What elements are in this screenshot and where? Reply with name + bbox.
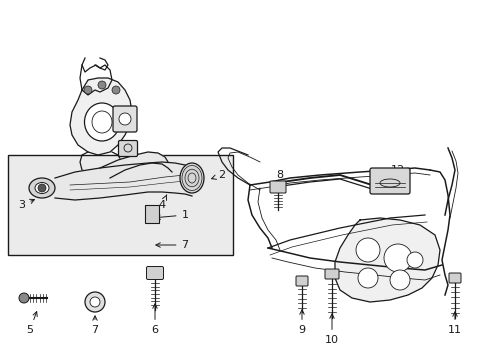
Circle shape bbox=[84, 86, 92, 94]
Polygon shape bbox=[100, 152, 172, 178]
Circle shape bbox=[383, 244, 411, 272]
Ellipse shape bbox=[29, 178, 55, 198]
Bar bbox=[8, 155, 232, 255]
FancyBboxPatch shape bbox=[448, 273, 460, 283]
Text: 6: 6 bbox=[151, 304, 158, 335]
FancyBboxPatch shape bbox=[325, 269, 338, 279]
Text: 8: 8 bbox=[276, 170, 283, 187]
FancyBboxPatch shape bbox=[295, 276, 307, 286]
Text: 1: 1 bbox=[156, 210, 188, 220]
Circle shape bbox=[38, 184, 46, 192]
Circle shape bbox=[389, 270, 409, 290]
FancyBboxPatch shape bbox=[269, 181, 285, 193]
Circle shape bbox=[90, 297, 100, 307]
Polygon shape bbox=[70, 78, 132, 155]
Bar bbox=[145, 205, 159, 223]
FancyBboxPatch shape bbox=[146, 266, 163, 279]
Ellipse shape bbox=[35, 183, 49, 194]
Text: 11: 11 bbox=[447, 312, 461, 335]
Text: 10: 10 bbox=[325, 314, 338, 345]
Circle shape bbox=[85, 292, 105, 312]
Polygon shape bbox=[55, 162, 192, 200]
FancyBboxPatch shape bbox=[113, 106, 137, 132]
Text: 12: 12 bbox=[390, 165, 404, 181]
Polygon shape bbox=[334, 218, 439, 302]
Text: 5: 5 bbox=[26, 312, 37, 335]
Text: 3: 3 bbox=[19, 199, 34, 210]
Circle shape bbox=[112, 86, 120, 94]
Circle shape bbox=[357, 268, 377, 288]
Ellipse shape bbox=[84, 103, 119, 141]
FancyBboxPatch shape bbox=[369, 168, 409, 194]
Circle shape bbox=[406, 252, 422, 268]
Circle shape bbox=[355, 238, 379, 262]
Text: 9: 9 bbox=[298, 310, 305, 335]
Text: 7: 7 bbox=[156, 240, 188, 250]
Circle shape bbox=[19, 293, 29, 303]
Circle shape bbox=[98, 81, 106, 89]
Circle shape bbox=[119, 113, 131, 125]
Ellipse shape bbox=[180, 163, 203, 193]
FancyBboxPatch shape bbox=[118, 140, 137, 157]
Text: 4: 4 bbox=[158, 195, 166, 210]
Text: 7: 7 bbox=[91, 316, 99, 335]
Text: 2: 2 bbox=[211, 170, 225, 180]
